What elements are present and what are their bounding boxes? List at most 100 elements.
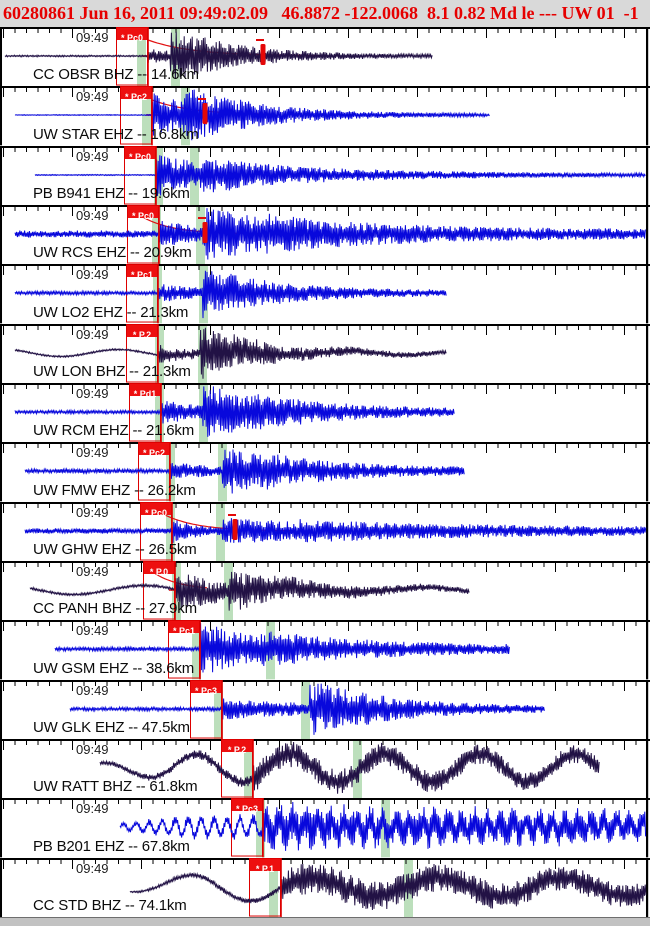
pick-line[interactable] [174, 560, 176, 621]
waveform-canvas[interactable] [0, 204, 650, 265]
pick-flag[interactable]: * P.1 [250, 858, 280, 874]
pick-line[interactable] [151, 86, 153, 146]
pick-flag[interactable]: * Pc0 [141, 502, 171, 518]
pick-line[interactable] [252, 738, 254, 799]
time-label: 09:49 [76, 30, 109, 45]
station-label: UW RCM EHZ -- 21.6km [33, 422, 195, 440]
waveform-canvas[interactable] [0, 501, 650, 561]
coda-duration-marker[interactable] [232, 518, 238, 540]
time-label: 09:49 [76, 741, 109, 757]
trace-panel[interactable]: 09:49 * P.2 UW RATT BHZ -- 61.8km [0, 738, 650, 799]
pick-flag[interactable]: * Pc2 [139, 443, 169, 459]
pick-flag[interactable]: * Pc0 [128, 205, 158, 221]
trace-panel[interactable]: 09:49 * Pc0 UW GHW EHZ -- 26.5km [0, 501, 650, 561]
pick-flag-label: * P.2 [227, 744, 247, 755]
pick-flag-label: * Pc2 [124, 92, 148, 103]
trace-panel[interactable]: 09:49 * Pc1 UW GSM EHZ -- 38.6km [0, 620, 650, 680]
pick-line[interactable] [157, 264, 159, 324]
pick-flag[interactable]: * Pc3 [191, 680, 221, 696]
time-label: 09:49 [76, 385, 109, 401]
waveform-canvas[interactable] [0, 264, 650, 324]
trace-panel[interactable]: 09:49 * P.1 CC STD BHZ -- 74.1km [0, 857, 650, 917]
trace-panel[interactable]: 09:49 * Pc2 UW STAR EHZ -- 16.8km [0, 86, 650, 146]
pick-flag[interactable]: * P.0 [144, 561, 174, 577]
waveform-canvas[interactable] [0, 620, 650, 680]
pick-flag[interactable]: * P.2 [222, 739, 252, 755]
waveform-canvas[interactable] [0, 442, 650, 502]
seismogram-trace [24, 517, 647, 543]
coda-duration-marker[interactable] [202, 221, 208, 243]
time-ticks [3, 681, 648, 691]
time-label: 09:49 [76, 89, 109, 105]
waveform-canvas[interactable] [0, 560, 650, 621]
trace-panel[interactable]: 09:49 * Pc0 UW RCS EHZ -- 20.9km [0, 204, 650, 265]
trace-panel[interactable]: 09:49 * Pc0 PB B941 EHZ -- 19.6km [0, 145, 650, 205]
seismogram-trace [129, 863, 647, 910]
phase-window-band [256, 800, 266, 858]
pick-flag-label: * Pc0 [120, 33, 144, 43]
seismogram-trace [54, 623, 510, 673]
trace-panel[interactable]: 09:49 * Pd1 UW RCM EHZ -- 21.6km [0, 382, 650, 443]
trace-panel[interactable]: 09:49 * P.2 UW LON BHZ -- 21.3km [0, 323, 650, 383]
waveform-canvas[interactable] [0, 382, 650, 443]
station-label: CC STD BHZ -- 74.1km [33, 896, 187, 914]
pick-flag[interactable]: * Pc1 [127, 265, 157, 280]
trace-panel[interactable]: 09:49 * Pc1 UW LO2 EHZ -- 21.3km [0, 264, 650, 324]
phase-window-band [214, 681, 224, 739]
coda-duration-marker[interactable] [202, 103, 208, 125]
trace-panel[interactable]: 09:49 * P.0 CC PANH BHZ -- 27.9km [0, 560, 650, 621]
pick-line[interactable] [158, 204, 160, 265]
seismogram-trace [29, 571, 470, 611]
pick-line[interactable] [280, 857, 282, 917]
pick-flag-label: * Pc2 [142, 448, 166, 459]
pick-flag[interactable]: * Pd1 [130, 383, 160, 399]
coda-duration-marker[interactable] [260, 43, 266, 65]
pick-flag-label: * Pc0 [144, 507, 168, 518]
trace-panel[interactable]: 09:49 * Pc2 UW FMW EHZ -- 26.2km [0, 442, 650, 502]
pick-line[interactable] [171, 501, 173, 561]
pick-flag-label: * Pd1 [133, 388, 157, 399]
coda-duration-dash [256, 38, 265, 41]
pick-flag[interactable]: * Pc2 [121, 87, 151, 103]
event-summary-text: 60280861 Jun 16, 2011 09:49:02.09 46.887… [3, 3, 639, 23]
station-label: UW RATT BHZ -- 61.8km [33, 778, 198, 796]
waveform-canvas[interactable] [0, 86, 650, 146]
time-ticks [3, 266, 648, 276]
pick-flag[interactable]: * Pc0 [125, 146, 155, 162]
pick-line[interactable] [262, 798, 264, 858]
station-label: UW LO2 EHZ -- 21.3km [33, 303, 189, 321]
waveform-canvas[interactable] [0, 857, 650, 917]
coda-duration-dash [198, 216, 207, 219]
waveform-canvas[interactable] [0, 738, 650, 799]
pick-line[interactable] [221, 679, 223, 739]
pick-line[interactable] [169, 442, 171, 502]
pick-flag[interactable]: * Pc1 [169, 621, 199, 636]
station-label: UW GHW EHZ -- 26.5km [33, 540, 197, 558]
time-ticks [3, 147, 648, 157]
pick-line[interactable] [199, 620, 201, 680]
event-header: 60280861 Jun 16, 2011 09:49:02.09 46.887… [0, 0, 650, 27]
pick-line[interactable] [147, 27, 149, 87]
coda-duration-dash [198, 98, 207, 101]
seismogram-trace [14, 208, 646, 260]
waveform-canvas[interactable] [0, 27, 650, 87]
waveform-canvas[interactable] [0, 145, 650, 205]
pick-flag[interactable]: * Pc3 [232, 799, 262, 814]
pick-flag[interactable]: * Pc0 [117, 28, 147, 43]
trace-panel[interactable]: 09:49 * Pc3 UW GLK EHZ -- 47.5km [0, 679, 650, 739]
waveform-canvas[interactable] [0, 798, 650, 858]
status-bar [0, 917, 650, 926]
pick-line[interactable] [157, 323, 159, 383]
time-label: 09:49 [76, 623, 109, 639]
trace-panel[interactable]: 09:49 * Pc0 CC OBSR BHZ -- 14.6km [0, 27, 650, 87]
trace-panel[interactable]: 09:49 * Pc3 PB B201 EHZ -- 67.8km [0, 798, 650, 858]
pick-line[interactable] [160, 382, 162, 443]
pick-flag-label: * P.0 [149, 566, 169, 577]
seismogram-trace [14, 89, 490, 141]
pick-line[interactable] [155, 145, 157, 205]
phase-window-band [137, 28, 147, 87]
pick-flag[interactable]: * P.2 [127, 324, 157, 340]
waveform-canvas[interactable] [0, 323, 650, 383]
waveform-canvas[interactable] [0, 679, 650, 739]
